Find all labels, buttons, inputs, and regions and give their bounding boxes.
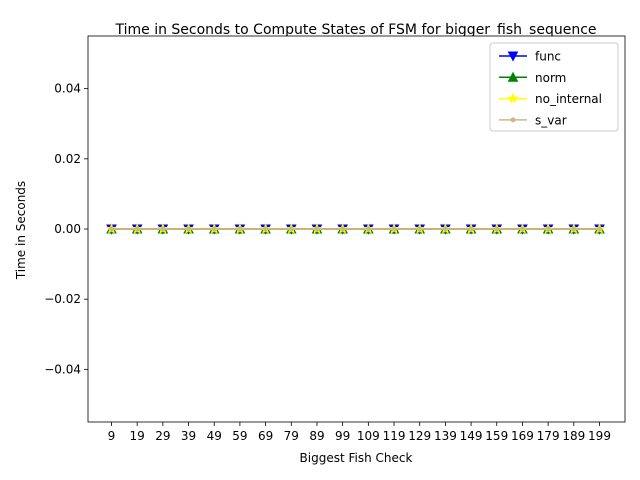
x-tick-label: 59 xyxy=(232,429,247,443)
data-point-marker xyxy=(442,226,448,232)
legend-item: func xyxy=(499,50,561,64)
legend-label: norm xyxy=(535,71,566,85)
x-tick-label: 139 xyxy=(434,429,457,443)
x-tick-label: 99 xyxy=(335,429,350,443)
x-tick-label: 129 xyxy=(408,429,431,443)
x-tick-label: 109 xyxy=(357,429,380,443)
x-tick-label: 159 xyxy=(485,429,508,443)
data-point-marker xyxy=(417,226,423,232)
data-point-marker xyxy=(134,226,140,232)
x-tick-label: 39 xyxy=(181,429,196,443)
y-tick-label: −0.04 xyxy=(44,362,81,376)
x-tick-label: 69 xyxy=(258,429,273,443)
data-point-marker xyxy=(597,226,602,232)
series-s_var xyxy=(109,226,602,232)
data-point-marker xyxy=(494,226,500,232)
data-point-marker xyxy=(519,226,525,232)
data-point-marker xyxy=(365,226,371,232)
data-point-marker xyxy=(571,226,577,232)
data-point-marker xyxy=(186,226,192,232)
x-tick-label: 49 xyxy=(207,429,222,443)
data-point-marker xyxy=(468,226,474,232)
x-tick-label: 149 xyxy=(460,429,483,443)
data-point-marker xyxy=(211,226,217,232)
x-tick-label: 179 xyxy=(537,429,560,443)
series-layer xyxy=(105,223,606,235)
x-tick-label: 189 xyxy=(562,429,585,443)
x-tick-label: 169 xyxy=(511,429,534,443)
y-tick-label: 0.04 xyxy=(54,82,81,96)
data-point-marker xyxy=(340,226,346,232)
data-point-marker xyxy=(507,71,519,82)
x-tick-label: 89 xyxy=(309,429,324,443)
legend-label: func xyxy=(535,50,561,64)
x-tick-label: 19 xyxy=(130,429,145,443)
data-point-marker xyxy=(314,226,320,232)
data-point-marker xyxy=(545,226,551,232)
x-axis-label: Biggest Fish Check xyxy=(300,451,413,465)
data-point-marker xyxy=(237,226,243,232)
x-tick-label: 119 xyxy=(383,429,406,443)
x-tick-label: 29 xyxy=(155,429,170,443)
y-axis-ticks: −0.04 −0.02 0.00 0.02 0.04 xyxy=(44,82,88,376)
legend-item: s_var xyxy=(499,113,567,127)
x-tick-label: 199 xyxy=(588,429,611,443)
data-point-marker xyxy=(288,226,294,232)
data-point-marker xyxy=(391,226,397,232)
legend-item: no_internal xyxy=(499,92,602,106)
y-tick-label: 0.00 xyxy=(54,222,81,236)
legend-label: s_var xyxy=(535,113,567,127)
legend-item: norm xyxy=(499,71,566,85)
data-point-marker xyxy=(507,51,519,62)
data-point-marker xyxy=(109,226,114,232)
x-axis-ticks: 9 19 29 39 49 59 69 79 89 99 109 119 129 139 149 159 169… xyxy=(108,422,611,443)
y-tick-label: 0.02 xyxy=(54,152,81,166)
data-point-marker xyxy=(507,92,519,104)
legend: func norm no_internal s_var xyxy=(489,42,619,132)
x-tick-label: 9 xyxy=(108,429,116,443)
y-tick-label: −0.02 xyxy=(44,292,81,306)
y-axis-label: Time in Seconds xyxy=(14,181,28,280)
chart-title: Time in Seconds to Compute States of FSM… xyxy=(114,22,596,38)
legend-frame xyxy=(489,42,619,132)
data-point-marker xyxy=(510,117,516,123)
x-tick-label: 79 xyxy=(284,429,299,443)
legend-label: no_internal xyxy=(535,92,602,106)
data-point-marker xyxy=(263,226,269,232)
data-point-marker xyxy=(160,226,166,232)
